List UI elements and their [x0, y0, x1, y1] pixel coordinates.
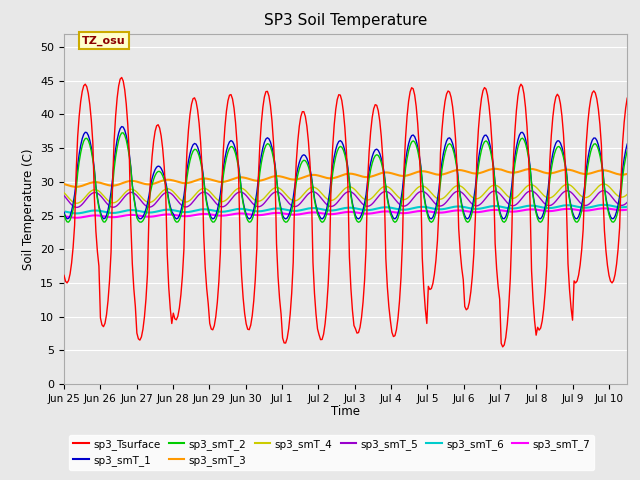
sp3_smT_6 [600, 202, 608, 208]
sp3_smT_5 [60, 193, 68, 199]
sp3_smT_6 [623, 204, 631, 210]
sp3_Tsurface [60, 273, 68, 278]
Line: sp3_smT_4: sp3_smT_4 [64, 184, 627, 203]
sp3_smT_5 [133, 193, 141, 199]
sp3_smT_6 [614, 204, 622, 210]
sp3_smT_5 [349, 190, 356, 195]
sp3_smT_2 [120, 130, 127, 136]
sp3_smT_4 [60, 190, 68, 195]
sp3_smT_6 [252, 208, 259, 214]
sp3_smT_5 [599, 188, 607, 193]
sp3_Tsurface [133, 330, 141, 336]
sp3_smT_3 [475, 170, 483, 176]
sp3_smT_4 [623, 192, 631, 197]
sp3_smT_1 [614, 202, 622, 208]
sp3_smT_2 [60, 212, 68, 217]
sp3_smT_1 [118, 124, 125, 130]
sp3_smT_5 [252, 203, 259, 209]
sp3_smT_4 [133, 189, 141, 195]
Line: sp3_Tsurface: sp3_Tsurface [64, 77, 627, 347]
sp3_smT_4 [475, 195, 483, 201]
sp3_smT_2 [623, 148, 631, 154]
sp3_smT_1 [252, 199, 259, 205]
sp3_smT_4 [349, 185, 356, 191]
Line: sp3_smT_5: sp3_smT_5 [64, 191, 627, 207]
sp3_smT_2 [476, 155, 484, 160]
sp3_smT_5 [623, 199, 631, 205]
sp3_smT_2 [154, 168, 162, 174]
sp3_smT_3 [72, 184, 80, 190]
sp3_smT_3 [154, 180, 162, 185]
X-axis label: Time: Time [331, 405, 360, 418]
sp3_smT_3 [623, 171, 631, 177]
sp3_smT_7 [133, 213, 141, 218]
sp3_smT_1 [476, 147, 484, 153]
sp3_smT_4 [614, 193, 622, 199]
sp3_smT_3 [252, 178, 259, 183]
sp3_smT_2 [349, 202, 356, 208]
sp3_Tsurface [614, 246, 622, 252]
Y-axis label: Soil Temperature (C): Soil Temperature (C) [22, 148, 35, 270]
sp3_smT_5 [72, 204, 80, 210]
sp3_smT_1 [133, 212, 141, 218]
sp3_smT_1 [350, 207, 358, 213]
sp3_Tsurface [623, 96, 631, 101]
sp3_smT_2 [428, 219, 435, 225]
sp3_Tsurface [252, 277, 259, 283]
sp3_smT_2 [252, 205, 259, 211]
sp3_smT_4 [154, 193, 162, 199]
sp3_smT_5 [475, 203, 483, 208]
sp3_smT_1 [60, 209, 68, 215]
sp3_Tsurface [154, 122, 162, 128]
sp3_smT_7 [623, 207, 631, 213]
sp3_smT_4 [599, 181, 607, 187]
sp3_smT_7 [349, 209, 356, 215]
Line: sp3_smT_3: sp3_smT_3 [64, 169, 627, 187]
sp3_smT_6 [60, 208, 68, 214]
sp3_smT_3 [133, 179, 141, 184]
sp3_smT_7 [475, 209, 483, 215]
sp3_smT_3 [349, 171, 356, 177]
Line: sp3_smT_6: sp3_smT_6 [64, 205, 627, 214]
sp3_smT_4 [72, 200, 80, 206]
sp3_smT_3 [614, 171, 622, 177]
sp3_smT_3 [60, 181, 68, 187]
sp3_Tsurface [475, 126, 483, 132]
sp3_smT_6 [133, 208, 141, 214]
sp3_smT_7 [600, 205, 608, 211]
sp3_smT_7 [614, 207, 622, 213]
Title: SP3 Soil Temperature: SP3 Soil Temperature [264, 13, 428, 28]
sp3_smT_5 [154, 197, 162, 203]
sp3_smT_1 [154, 163, 162, 169]
Legend: sp3_Tsurface, sp3_smT_1, sp3_smT_2, sp3_smT_3, sp3_smT_4, sp3_smT_5, sp3_smT_6, : sp3_Tsurface, sp3_smT_1, sp3_smT_2, sp3_… [69, 435, 594, 470]
sp3_smT_7 [252, 212, 259, 218]
sp3_smT_7 [60, 214, 68, 219]
sp3_smT_3 [492, 166, 499, 172]
sp3_smT_6 [154, 208, 162, 214]
sp3_smT_4 [252, 197, 259, 203]
sp3_smT_1 [282, 216, 289, 222]
Line: sp3_smT_7: sp3_smT_7 [64, 208, 627, 218]
sp3_smT_6 [475, 206, 483, 212]
sp3_smT_2 [614, 208, 622, 214]
sp3_smT_5 [614, 201, 622, 207]
Text: TZ_osu: TZ_osu [82, 36, 126, 46]
sp3_smT_1 [623, 141, 631, 147]
Line: sp3_smT_1: sp3_smT_1 [64, 127, 627, 219]
sp3_smT_6 [72, 211, 80, 216]
sp3_Tsurface [349, 307, 356, 313]
sp3_smT_6 [349, 205, 356, 211]
sp3_smT_7 [154, 213, 162, 218]
sp3_smT_7 [72, 215, 80, 221]
sp3_Tsurface [118, 74, 125, 80]
sp3_Tsurface [499, 344, 506, 350]
sp3_smT_2 [133, 215, 141, 221]
Line: sp3_smT_2: sp3_smT_2 [64, 133, 627, 222]
